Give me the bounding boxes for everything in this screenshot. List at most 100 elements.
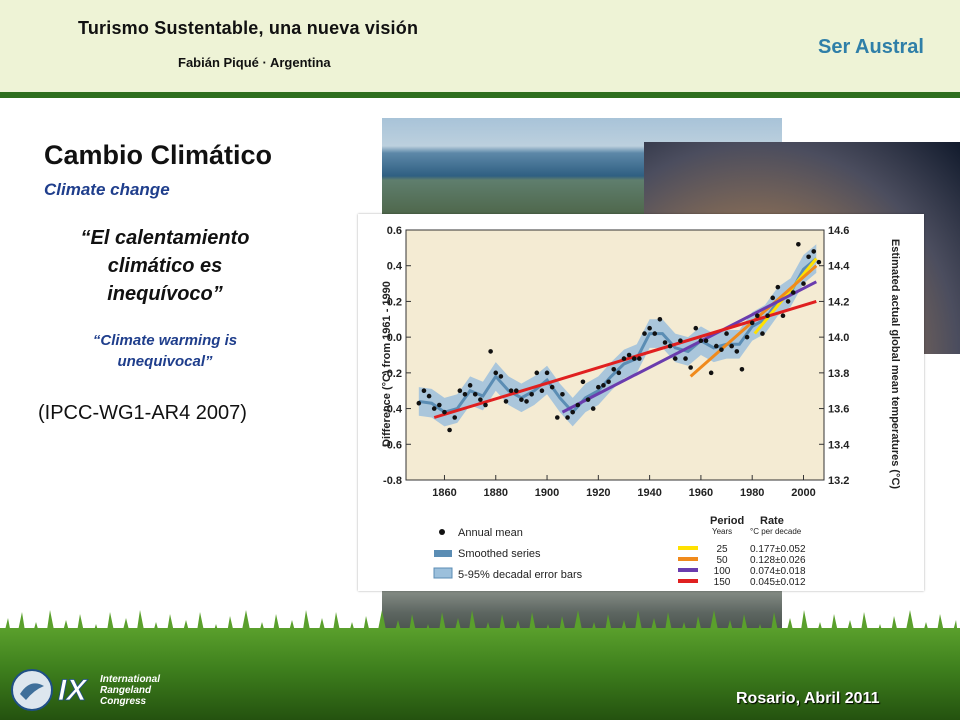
y2-tick-label: 13.6 [828, 404, 849, 416]
annual-point [590, 406, 596, 411]
legend-error-swatch [433, 567, 453, 579]
legend-period-header: Period [710, 515, 744, 527]
x-tick-label: 1960 [689, 487, 713, 499]
annual-point [498, 374, 504, 379]
y-tick-label: 0.2 [387, 296, 402, 308]
annual-point [678, 338, 683, 344]
annual-point [688, 365, 693, 370]
annual-point [560, 391, 565, 397]
logo-numeral: IX [58, 674, 88, 707]
annual-point [503, 399, 509, 404]
annual-point [698, 338, 704, 344]
annual-point [734, 349, 740, 354]
annual-point [416, 400, 422, 406]
annual-point [452, 415, 458, 420]
slide-title: Cambio Climático [44, 140, 273, 170]
annual-point [426, 393, 432, 399]
header-subtitle: Fabián Piqué · Argentina [178, 55, 331, 70]
annual-point [508, 388, 514, 394]
annual-point [703, 338, 709, 344]
legend-trend-rate-25: 0.177±0.052 [750, 544, 806, 555]
annual-point [708, 370, 714, 376]
annual-point [785, 299, 791, 304]
x-tick-label: 1880 [484, 487, 508, 499]
annual-point [719, 347, 724, 352]
annual-point [447, 427, 452, 433]
legend-trend-period-150: 150 [714, 577, 731, 588]
annual-point [478, 397, 483, 402]
annual-point [672, 356, 678, 361]
legend-rate-sub: °C per decade [750, 527, 802, 536]
header-title: Turismo Sustentable, una nueva visión [78, 18, 419, 38]
y-tick-label: 0.6 [387, 225, 402, 237]
y-tick-label: 0.4 [387, 261, 403, 273]
header-divider [0, 92, 960, 98]
annual-point [806, 254, 811, 260]
annual-point [585, 397, 591, 402]
annual-point [606, 379, 611, 385]
quote-english: “Climate warming is unequivocal” [30, 330, 300, 372]
annual-point [770, 295, 776, 301]
plot-area [405, 229, 825, 481]
x-tick-label: 2000 [791, 487, 815, 499]
annual-point [565, 415, 570, 420]
x-tick-label: 1940 [637, 487, 661, 499]
annual-point [729, 343, 734, 349]
quote-spanish-line-3: inequívoco” [107, 283, 223, 305]
brand-name: Ser Austral [818, 36, 924, 58]
annual-point [421, 388, 427, 394]
y2-tick-label: 13.2 [828, 475, 849, 487]
annual-point [801, 281, 806, 286]
quote-english-line-1: “Climate warming is [92, 332, 238, 349]
annual-point [749, 320, 755, 326]
annual-point [601, 383, 606, 388]
annual-point [431, 406, 437, 411]
source-citation: (IPCC-WG1-AR4 2007) [38, 402, 247, 424]
annual-point [790, 290, 796, 295]
annual-point [775, 284, 781, 290]
annual-point [626, 352, 632, 358]
annual-point [755, 313, 760, 319]
annual-point [765, 313, 770, 319]
header-bar: Turismo Sustentable, una nueva visión Fa… [0, 0, 960, 92]
temperature-chart: 1860 1880 1900 1920 1940 1960 1980 2000 -0.8 -0.6… [381, 225, 901, 588]
logo-line-3: Congress [100, 696, 147, 707]
annual-point [519, 397, 524, 402]
annual-point [467, 383, 473, 388]
annual-point [662, 340, 668, 345]
annual-point [642, 331, 647, 336]
quote-spanish-line-2: climático es [107, 255, 223, 277]
annual-point [637, 356, 642, 361]
legend-trend-rate-100: 0.074±0.018 [750, 566, 806, 577]
annual-point [580, 379, 586, 385]
x-tick-label: 1920 [586, 487, 610, 499]
y-tick-label: -0.6 [383, 439, 402, 451]
legend-trend-period-50: 50 [716, 555, 728, 566]
annual-point [555, 415, 560, 420]
legend-period-sub: Years [712, 527, 732, 536]
quote-english-line-2: unequivocal” [117, 353, 213, 370]
y2-tick-label: 13.8 [828, 368, 849, 380]
annual-point [616, 370, 622, 376]
annual-point [780, 313, 786, 319]
annual-point [483, 402, 488, 408]
grass-footer [0, 628, 960, 720]
y2-tick-label: 14.2 [828, 296, 849, 308]
x-tick-label: 1980 [740, 487, 764, 499]
y-tick-label: -0.8 [383, 475, 402, 487]
trend-line-100 [561, 280, 817, 414]
annual-point [683, 356, 688, 361]
congress-logo: IX International Rangeland Congress [11, 669, 160, 711]
y-axis-label: Difference (°C) from 1961 - 1990 [381, 281, 393, 447]
legend-annual-marker [439, 529, 445, 535]
legend-annual-label: Annual mean [458, 527, 523, 539]
annual-point [693, 325, 699, 331]
annual-point [611, 366, 617, 372]
annual-point [724, 331, 729, 336]
annual-point [652, 331, 658, 336]
annual-point [596, 384, 601, 390]
annual-point [739, 366, 745, 372]
quote-spanish: “El calentamiento climático es inequívoc… [30, 224, 300, 308]
annual-point [796, 241, 801, 247]
annual-point [524, 399, 529, 404]
